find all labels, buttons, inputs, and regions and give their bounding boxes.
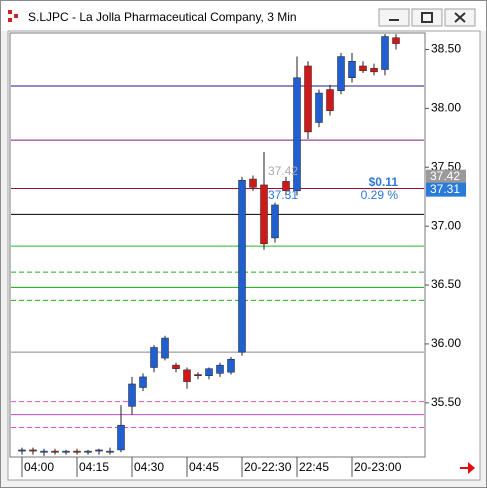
app-icon <box>8 10 12 14</box>
minimize-button[interactable] <box>378 8 410 27</box>
candle-body <box>172 364 180 369</box>
candle-body <box>238 179 246 353</box>
candle-body <box>227 358 235 373</box>
candle-body <box>381 36 389 70</box>
plot-area <box>9 32 426 458</box>
price-marker-box <box>426 182 466 197</box>
candle-body <box>51 450 59 453</box>
candle-body <box>348 61 356 79</box>
x-tick-label: 04:00 <box>24 460 54 474</box>
x-tick-label: 20-22:30 <box>244 460 292 474</box>
price-marker-label: 37.31 <box>430 182 460 196</box>
scroll-arrow[interactable] <box>460 462 475 474</box>
change-amount: $0.11 <box>369 175 399 189</box>
x-tick-label: 04:15 <box>79 460 109 474</box>
candle-body <box>84 450 92 453</box>
y-tick-label: 38.50 <box>431 42 461 56</box>
candle-body <box>216 364 224 374</box>
candle-body <box>271 204 279 239</box>
x-tick-label: 22:45 <box>299 460 329 474</box>
candle-body <box>359 65 367 71</box>
maximize-button[interactable] <box>411 8 443 27</box>
candle-body <box>150 347 158 368</box>
last-annotation: 37.31 <box>268 188 298 202</box>
candle-body <box>304 65 312 133</box>
candle-body <box>282 181 290 192</box>
candle-body <box>40 450 48 453</box>
candle-body <box>128 383 136 407</box>
candle-body <box>249 178 257 188</box>
candle-body <box>260 184 268 245</box>
candle-body <box>117 424 125 451</box>
candle-body <box>106 450 114 453</box>
candle-body <box>315 92 323 123</box>
x-tick-label: 04:45 <box>189 460 219 474</box>
y-tick-label: 37.00 <box>431 218 461 232</box>
app-icon <box>8 18 12 22</box>
y-tick-label: 35.50 <box>431 395 461 409</box>
candle-body <box>370 68 378 73</box>
y-tick-label: 36.50 <box>431 277 461 291</box>
candle-body <box>326 89 334 111</box>
candle-body <box>392 37 400 44</box>
candle-body <box>337 56 345 91</box>
candle-body <box>194 374 202 376</box>
candle-body <box>293 77 301 192</box>
close-icon <box>454 12 466 23</box>
window-title: S.LJPC - La Jolla Pharmaceutical Company… <box>28 10 297 24</box>
x-tick-label: 04:30 <box>134 460 164 474</box>
x-tick-label: 20-23:00 <box>354 460 402 474</box>
candle-body <box>62 450 70 453</box>
candle-body <box>205 368 213 376</box>
candle-body <box>139 376 147 388</box>
candle-body <box>18 449 26 452</box>
app-icon <box>14 14 18 18</box>
candle-body <box>183 369 191 382</box>
price-marker-label: 37.42 <box>430 169 460 183</box>
candle-body <box>73 450 81 453</box>
high-annotation: 37.42 <box>268 164 298 178</box>
y-tick-label: 36.00 <box>431 336 461 350</box>
candle-body <box>29 449 37 452</box>
y-tick-label: 38.00 <box>431 101 461 115</box>
price-marker-box <box>426 169 466 184</box>
candle-body <box>161 337 169 359</box>
candle-body <box>95 449 103 452</box>
maximize-icon <box>421 12 433 23</box>
change-percent: 0.29 % <box>361 188 399 202</box>
